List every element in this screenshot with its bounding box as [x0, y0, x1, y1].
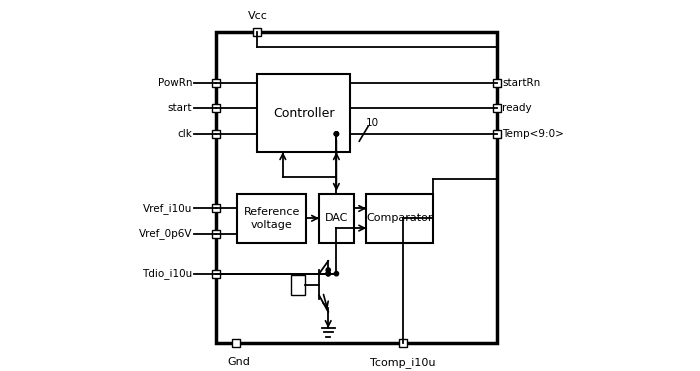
Bar	[211, 79, 220, 87]
Bar	[493, 130, 501, 138]
Text: voltage: voltage	[251, 220, 293, 230]
Text: Gnd: Gnd	[228, 357, 251, 367]
Bar	[319, 194, 354, 243]
Circle shape	[334, 132, 339, 136]
Text: ready: ready	[503, 104, 532, 114]
Bar	[258, 74, 350, 152]
Text: Controller: Controller	[273, 106, 335, 119]
Bar	[253, 28, 261, 36]
Circle shape	[326, 272, 330, 276]
Text: clk: clk	[177, 129, 192, 139]
Text: start: start	[167, 104, 192, 114]
Bar	[366, 194, 433, 243]
Text: PowRn: PowRn	[158, 78, 192, 88]
Bar	[211, 204, 220, 212]
Bar	[290, 275, 304, 295]
Text: Vref_0p6V: Vref_0p6V	[139, 228, 192, 239]
Text: Temp<9:0>: Temp<9:0>	[503, 129, 564, 139]
Bar	[493, 105, 501, 112]
Text: Tdio_i10u: Tdio_i10u	[142, 268, 192, 279]
Text: Comparator: Comparator	[367, 213, 433, 223]
Circle shape	[334, 272, 339, 276]
Bar	[398, 339, 407, 347]
Circle shape	[334, 132, 339, 136]
Text: Vcc: Vcc	[248, 12, 267, 22]
Text: Tcomp_i10u: Tcomp_i10u	[370, 357, 435, 368]
Bar	[211, 130, 220, 138]
Text: Reference: Reference	[244, 207, 300, 217]
Bar	[493, 79, 501, 87]
Text: 10: 10	[366, 118, 379, 128]
Bar	[211, 230, 220, 238]
Circle shape	[326, 268, 330, 272]
Circle shape	[326, 272, 330, 276]
Bar	[211, 270, 220, 278]
Text: Vref_i10u: Vref_i10u	[143, 203, 192, 214]
Bar	[216, 32, 497, 343]
Bar	[211, 105, 220, 112]
Bar	[232, 339, 239, 347]
Text: startRn: startRn	[503, 78, 540, 88]
Bar	[237, 194, 307, 243]
Text: DAC: DAC	[325, 213, 348, 223]
